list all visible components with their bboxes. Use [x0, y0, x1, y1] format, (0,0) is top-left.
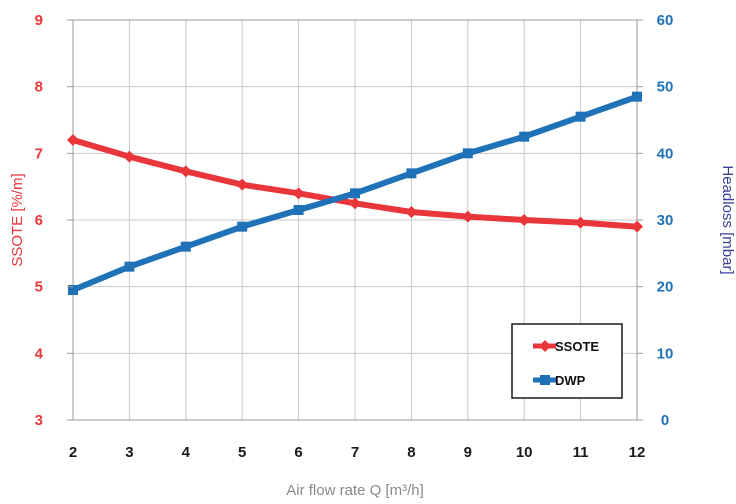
data-point-ssote — [236, 178, 249, 191]
x-tick-label: 2 — [69, 444, 77, 461]
y-right-tick-label: 60 — [657, 12, 674, 29]
data-point-dwp — [406, 168, 417, 179]
y-axis-right: 0 10 20 30 40 50 60 — [637, 12, 673, 429]
y-left-tick-label: 7 — [35, 145, 43, 162]
data-point-ssote — [123, 150, 136, 163]
data-point-dwp — [180, 241, 191, 252]
x-tick-label: 5 — [238, 444, 246, 461]
y-right-tick-label: 20 — [657, 279, 674, 296]
y-left-tick-label: 5 — [35, 279, 43, 296]
x-tick-label: 8 — [407, 444, 415, 461]
data-point-ssote — [292, 187, 305, 200]
data-point-ssote — [349, 197, 361, 210]
legend-item-dwp: DWP — [533, 373, 586, 388]
x-axis: 2 3 4 5 6 7 8 9 10 11 12 — [69, 444, 646, 461]
data-point-dwp — [237, 221, 248, 232]
y-left-tick-label: 4 — [35, 345, 44, 362]
y-left-tick-label: 3 — [35, 412, 43, 429]
y-axis-left: 3 4 5 6 7 8 9 — [35, 12, 73, 429]
legend-marker — [540, 375, 550, 385]
data-point-dwp — [575, 111, 586, 122]
y-axis-left-title: SSOTE [%/m] — [9, 173, 26, 266]
y-axis-right-title: Headloss [mbar] — [719, 165, 736, 274]
data-point-ssote — [67, 134, 79, 146]
y-left-tick-label: 8 — [35, 79, 43, 96]
data-point-dwp — [519, 131, 530, 142]
data-point-ssote — [518, 214, 531, 226]
x-axis-title: Air flow rate Q [m³/h] — [286, 482, 424, 499]
data-point-ssote — [179, 165, 192, 178]
x-tick-label: 7 — [351, 444, 359, 461]
x-tick-label: 10 — [516, 444, 533, 461]
series-dwp — [68, 91, 642, 295]
data-point-ssote — [461, 210, 474, 223]
data-point-ssote — [631, 220, 643, 233]
series-layer — [67, 91, 643, 295]
y-left-tick-label: 6 — [35, 212, 43, 229]
x-tick-label: 4 — [182, 444, 191, 461]
legend-box — [511, 323, 623, 399]
y-right-tick-label: 30 — [657, 212, 674, 229]
y-right-tick-label: 10 — [657, 345, 674, 362]
x-tick-label: 11 — [573, 444, 589, 461]
legend: SSOTE DWP — [511, 323, 623, 399]
y-right-tick-label: 0 — [661, 412, 669, 429]
y-right-tick-label: 50 — [657, 79, 674, 96]
data-point-dwp — [124, 261, 135, 272]
data-point-ssote — [574, 216, 587, 229]
x-tick-label: 6 — [294, 444, 302, 461]
series-ssote — [67, 134, 643, 233]
data-point-dwp — [68, 285, 78, 295]
data-point-dwp — [293, 205, 304, 215]
legend-marker — [539, 340, 551, 352]
data-point-dwp — [462, 148, 473, 159]
legend-item-ssote: SSOTE — [533, 339, 599, 354]
data-point-dwp — [632, 91, 642, 102]
data-point-dwp — [350, 188, 360, 199]
y-right-tick-label: 40 — [657, 145, 674, 162]
data-point-ssote — [405, 206, 418, 218]
x-tick-label: 9 — [464, 444, 472, 461]
legend-label: SSOTE — [555, 339, 599, 354]
x-tick-label: 12 — [629, 444, 646, 461]
legend-label: DWP — [555, 373, 586, 388]
x-tick-label: 3 — [125, 444, 133, 461]
y-left-tick-label: 9 — [35, 12, 43, 29]
